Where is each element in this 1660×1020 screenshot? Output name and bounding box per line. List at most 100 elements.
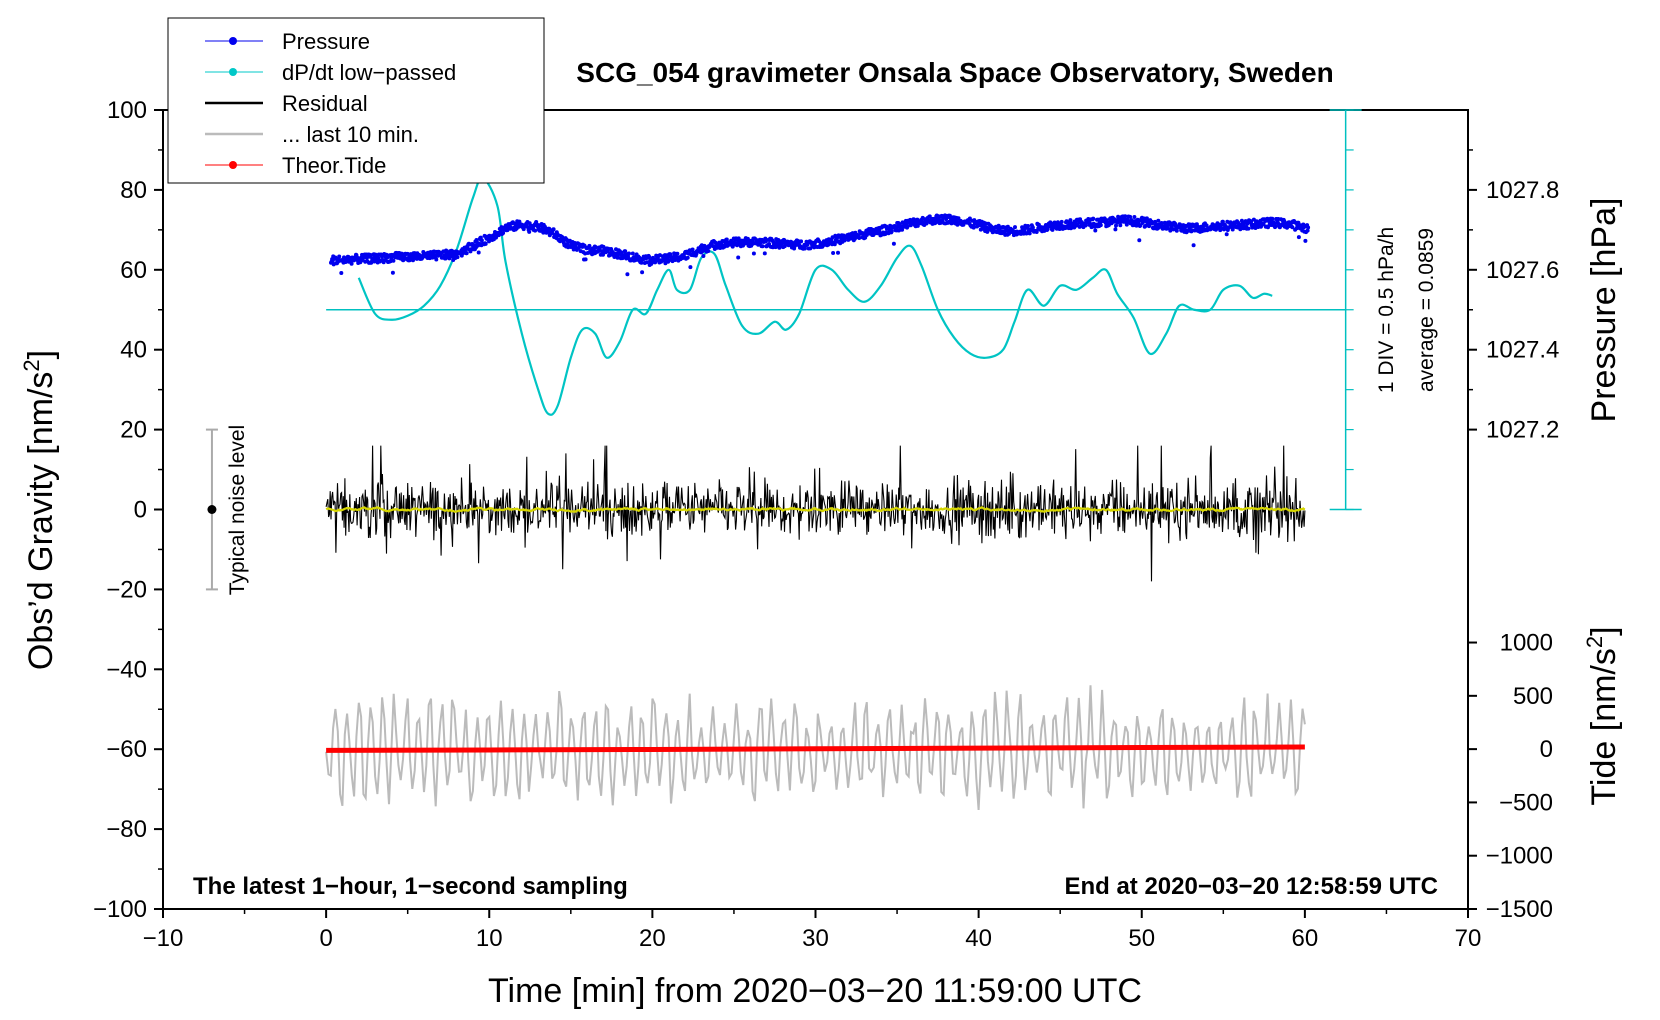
pressure-point <box>1162 220 1167 225</box>
pressure-point <box>1249 219 1254 224</box>
pressure-point <box>583 257 588 262</box>
axes-ticks: −10 0 10 20 30 40 50 60 70100806040200−20−40−60−… <box>93 97 1559 952</box>
pressure-point <box>1045 227 1050 232</box>
pressure-point <box>1305 228 1310 233</box>
x-axis-label: Time [min] from 2020−03−20 11:59:00 UTC <box>488 972 1142 1010</box>
tide-tick-label: 1000 <box>1500 630 1553 657</box>
pressure-point <box>640 270 645 275</box>
pressure-point <box>637 255 642 260</box>
pressure-point <box>1270 216 1275 221</box>
y-tick-label: 0 <box>134 497 147 524</box>
y-tick-label: 40 <box>120 337 147 364</box>
chart-title: SCG_054 gravimeter Onsala Space Observat… <box>576 57 1333 88</box>
pressure-point <box>857 236 862 240</box>
tide-tick-label: −1000 <box>1486 843 1553 870</box>
y-axis-label-pressure: Pressure [hPa] <box>1585 198 1623 423</box>
pressure-point <box>619 250 624 255</box>
residual-smoothed-line <box>325 506 1306 513</box>
legend-marker <box>229 37 237 45</box>
pressure-point <box>1064 219 1069 224</box>
pressure-point <box>587 243 592 248</box>
pressure-point <box>390 270 395 275</box>
pressure-point <box>639 260 644 265</box>
tide-tick-label: 0 <box>1540 736 1553 763</box>
pressure-point <box>1113 227 1118 232</box>
x-tick-label: 0 <box>319 925 332 952</box>
pressure-point <box>831 251 836 255</box>
pressure-point <box>547 226 552 231</box>
pressure-point <box>501 231 506 235</box>
pressure-point <box>627 251 631 256</box>
tide-line <box>326 744 1305 753</box>
pressure-point <box>527 229 532 234</box>
y-tick-label: 20 <box>120 417 147 444</box>
pressure-point <box>1093 228 1098 233</box>
pressure-point <box>891 241 896 246</box>
tide-tick-label: −1500 <box>1486 896 1553 923</box>
pressure-point <box>701 254 706 258</box>
x-tick-label: 10 <box>476 925 503 952</box>
pressure-point <box>1144 216 1149 221</box>
legend-label: Residual <box>282 91 368 116</box>
residual-layer <box>325 445 1306 582</box>
pressure-point <box>533 228 538 233</box>
pressure-point <box>971 225 976 230</box>
pressure-point <box>464 251 469 256</box>
y-tick-label: −60 <box>106 736 147 763</box>
residual-line <box>325 445 1306 582</box>
pressure-point <box>1156 218 1161 223</box>
pressure-point <box>1137 238 1142 243</box>
y-tick-label: −40 <box>106 656 147 683</box>
pressure-point <box>1224 232 1229 237</box>
legend-box <box>167 17 545 184</box>
pressure-point <box>1306 225 1311 230</box>
pressure-point <box>1013 225 1017 230</box>
pressure-tick-label: 1027.4 <box>1486 337 1559 364</box>
pressure-point <box>339 271 344 275</box>
pressure-point <box>1132 215 1137 219</box>
pressure-point <box>601 252 605 257</box>
pressure-point <box>706 249 711 253</box>
last10-layer <box>325 685 1306 810</box>
pressure-layer <box>329 213 1311 277</box>
pressure-point <box>447 256 452 261</box>
pressure-point <box>958 218 963 223</box>
pressure-point <box>645 260 649 265</box>
pressure-point <box>474 238 479 242</box>
legend-marker <box>229 161 237 169</box>
pressure-point <box>736 236 741 241</box>
pressure-point <box>905 224 910 229</box>
x-tick-label: −10 <box>143 925 184 952</box>
pressure-point <box>1290 225 1295 230</box>
pressure-point <box>665 255 670 260</box>
pressure-point <box>601 244 606 249</box>
y-axis-label-tide: Tide [nm/s2] <box>1582 626 1623 805</box>
pressure-point <box>666 258 671 263</box>
pressure-point <box>889 229 894 234</box>
dpdt-scale-note: 1 DIV = 0.5 hPa/h <box>1375 227 1398 393</box>
pressure-point <box>593 245 598 250</box>
pressure-point <box>647 254 652 259</box>
pressure-point <box>685 255 690 260</box>
pressure-point <box>1083 223 1088 228</box>
pressure-point <box>1220 219 1225 224</box>
pressure-point <box>1114 223 1118 228</box>
x-tick-label: 50 <box>1128 925 1155 952</box>
pressure-point <box>802 246 807 251</box>
tide-tick-label: −500 <box>1499 789 1553 816</box>
pressure-point <box>1165 226 1170 231</box>
y-tick-label: 60 <box>120 257 147 284</box>
dpdt-line <box>357 176 1273 416</box>
pressure-tick-label: 1027.8 <box>1486 177 1559 204</box>
pressure-point <box>1191 243 1196 248</box>
legend-label: dP/dt low−passed <box>282 60 456 85</box>
x-tick-label: 40 <box>965 925 992 952</box>
y-tick-label: 100 <box>107 97 147 124</box>
pressure-point <box>832 242 837 247</box>
tide-layer <box>326 744 1305 753</box>
dpdt-layer <box>326 109 1362 511</box>
pressure-point <box>836 250 840 255</box>
pressure-point <box>625 272 630 277</box>
y-tick-label: −20 <box>106 576 147 603</box>
pressure-point <box>487 239 491 244</box>
